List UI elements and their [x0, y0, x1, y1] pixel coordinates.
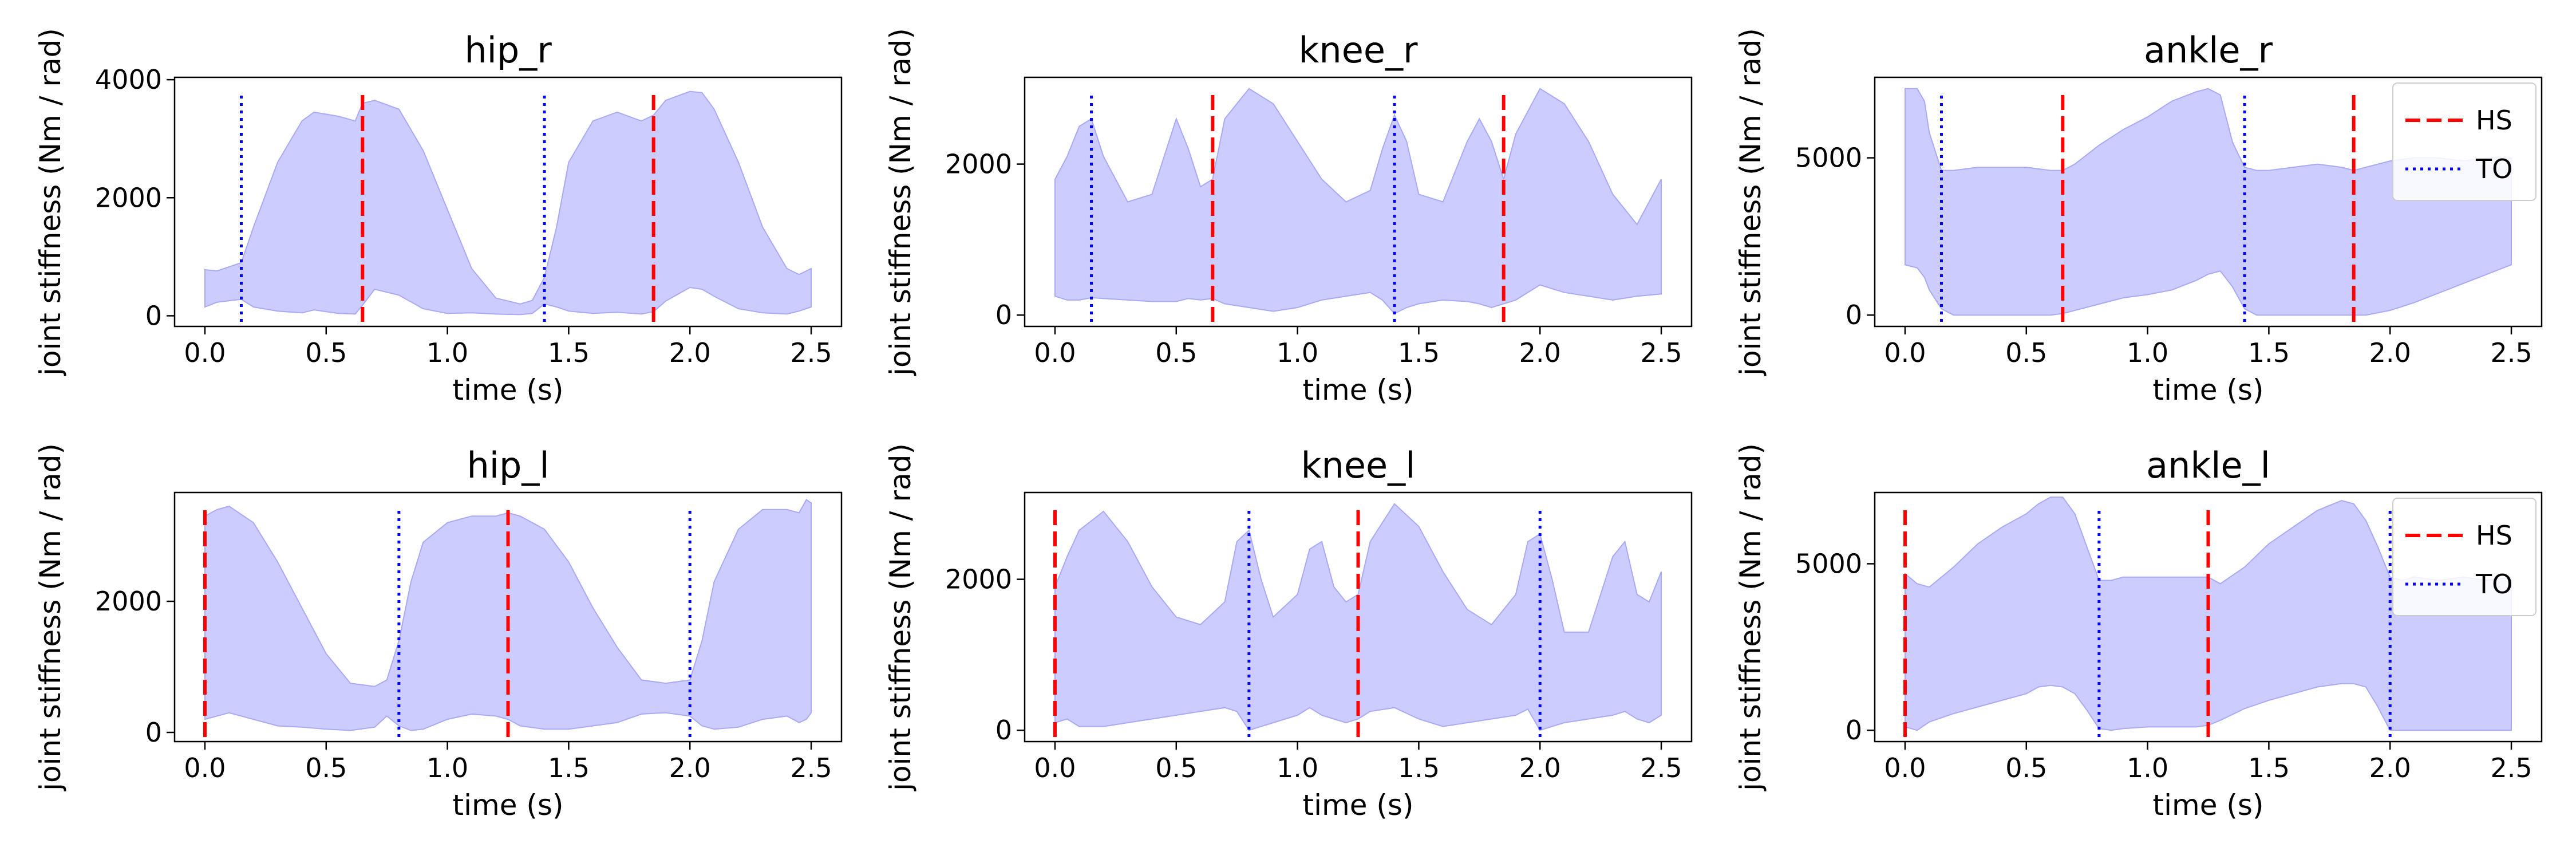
x-tick-label: 2.5: [2490, 752, 2532, 783]
x-tick-label: 2.5: [1640, 337, 1682, 368]
x-tick-label: 1.5: [548, 337, 590, 368]
panel-title: hip_r: [464, 29, 552, 71]
y-tick-label: 0: [995, 300, 1012, 330]
y-tick-label: 2000: [945, 564, 1012, 595]
y-tick-label: 5000: [1795, 143, 1862, 174]
x-tick-label: 2.0: [669, 752, 711, 783]
axes-frame: [1024, 76, 1693, 328]
y-axis-label: joint stiffness (Nm / rad): [1734, 443, 1767, 791]
x-tick-label: 1.5: [1398, 752, 1440, 783]
x-tick-label: 0.0: [1034, 337, 1076, 368]
y-tick-label: 0: [995, 715, 1012, 746]
legend-label-hs: HS: [2476, 520, 2512, 551]
panel-title: knee_l: [1301, 444, 1416, 486]
y-axis-label: joint stiffness (Nm / rad): [884, 443, 917, 791]
x-tick-label: 2.5: [790, 337, 832, 368]
y-tick-label: 2000: [945, 149, 1012, 180]
stiffness-band: [204, 90, 812, 316]
y-axis-label: joint stiffness (Nm / rad): [34, 28, 67, 376]
x-axis-label: time (s): [453, 373, 564, 407]
y-tick-label: 4000: [95, 64, 162, 95]
x-tick-label: 1.5: [2248, 752, 2290, 783]
x-tick-label: 1.5: [1398, 337, 1440, 368]
x-tick-label: 0.5: [2005, 337, 2047, 368]
axes-frame: [1874, 76, 2543, 328]
legend-box: [2392, 82, 2537, 201]
y-tick-label: 2000: [95, 182, 162, 213]
x-tick-label: 0.0: [1884, 752, 1926, 783]
stiffness-band: [204, 499, 812, 731]
x-tick-label: 1.0: [2127, 752, 2168, 783]
y-tick-label: 0: [145, 300, 162, 331]
stiffness-band: [1054, 88, 1662, 314]
legend: HS TO: [2392, 82, 2537, 201]
x-tick-label: 2.0: [2369, 337, 2411, 368]
x-tick-label: 2.0: [669, 337, 711, 368]
x-tick-label: 1.0: [1277, 752, 1318, 783]
y-axis-label: joint stiffness (Nm / rad): [1734, 28, 1767, 376]
x-tick-label: 0.0: [184, 337, 226, 368]
legend-label-to: TO: [2475, 153, 2512, 184]
axes-frame: [173, 491, 843, 743]
axes-frame: [173, 76, 843, 328]
x-tick-label: 0.5: [305, 752, 347, 783]
panel-title: hip_l: [467, 444, 549, 486]
x-tick-label: 0.0: [1884, 337, 1926, 368]
x-tick-label: 0.0: [184, 752, 226, 783]
x-tick-label: 0.5: [305, 337, 347, 368]
stiffness-band: [1905, 497, 2512, 731]
stiffness-band: [1905, 88, 2512, 316]
panel-title: ankle_r: [2144, 29, 2273, 71]
x-tick-label: 2.5: [1640, 752, 1682, 783]
x-axis-label: time (s): [2153, 373, 2264, 407]
legend: HS TO: [2392, 498, 2537, 616]
y-tick-label: 5000: [1795, 548, 1862, 579]
y-axis-label: joint stiffness (Nm / rad): [884, 28, 917, 376]
y-axis-label: joint stiffness (Nm / rad): [34, 443, 67, 791]
x-tick-label: 0.5: [1155, 337, 1197, 368]
legend-label-to: TO: [2475, 569, 2512, 600]
x-axis-label: time (s): [1303, 373, 1414, 407]
x-tick-label: 1.0: [426, 752, 468, 783]
x-axis-label: time (s): [2153, 789, 2264, 822]
panel-title: knee_r: [1299, 29, 1418, 71]
x-tick-label: 1.0: [2127, 337, 2168, 368]
x-tick-label: 1.0: [426, 337, 468, 368]
x-tick-label: 2.5: [790, 752, 832, 783]
y-tick-label: 0: [1846, 715, 1862, 746]
x-axis-label: time (s): [1303, 789, 1414, 822]
x-tick-label: 0.5: [2005, 752, 2047, 783]
axes-frame: [1874, 491, 2543, 743]
x-tick-label: 1.0: [1277, 337, 1318, 368]
legend-label-hs: HS: [2476, 105, 2512, 136]
x-tick-label: 2.0: [2369, 752, 2411, 783]
x-tick-label: 2.5: [2490, 337, 2532, 368]
legend-box: [2392, 498, 2537, 616]
x-axis-label: time (s): [453, 789, 564, 822]
y-tick-label: 0: [145, 717, 162, 748]
x-tick-label: 0.5: [1155, 752, 1197, 783]
y-tick-label: 0: [1846, 300, 1862, 330]
x-tick-label: 1.5: [2248, 337, 2290, 368]
x-tick-label: 0.0: [1034, 752, 1076, 783]
axes-frame: [1024, 491, 1693, 743]
x-tick-label: 1.5: [548, 752, 590, 783]
panel-title: ankle_l: [2146, 444, 2270, 486]
y-tick-label: 2000: [95, 586, 162, 617]
x-tick-label: 2.0: [1519, 752, 1561, 783]
x-tick-label: 2.0: [1519, 337, 1561, 368]
